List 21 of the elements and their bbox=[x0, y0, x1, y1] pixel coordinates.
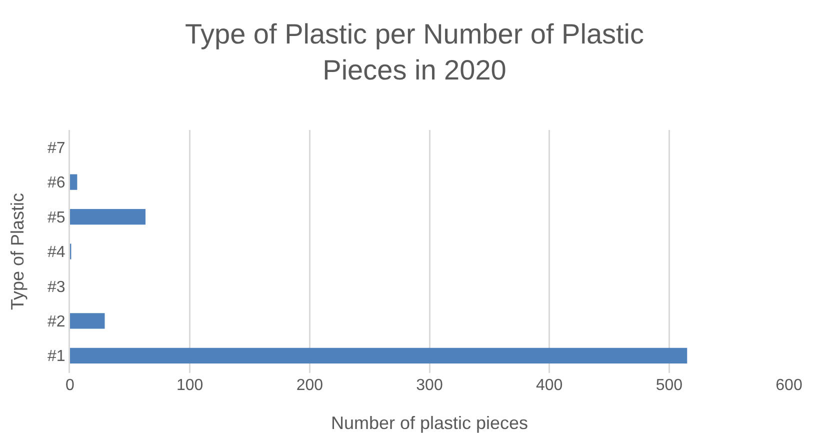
y-tick-label: #1 bbox=[48, 348, 66, 366]
bar bbox=[70, 313, 105, 329]
x-tick-label: 500 bbox=[656, 377, 683, 394]
y-axis-title: Type of Plastic bbox=[8, 192, 28, 310]
x-tick-label: 100 bbox=[176, 377, 204, 394]
bar bbox=[70, 208, 146, 225]
x-axis-title: Number of plastic pieces bbox=[330, 413, 528, 433]
y-tick-label: #5 bbox=[48, 209, 66, 226]
x-tick-label: 200 bbox=[296, 377, 324, 394]
bar bbox=[70, 348, 688, 364]
y-tick-label: #4 bbox=[48, 244, 66, 262]
y-tick-label: #6 bbox=[48, 174, 66, 192]
y-tick-label: #3 bbox=[48, 278, 66, 296]
y-tick-label: #2 bbox=[48, 314, 66, 331]
x-tick-label: 0 bbox=[66, 377, 75, 394]
x-tick-label: 300 bbox=[416, 377, 443, 394]
x-tick-label: 600 bbox=[776, 377, 802, 394]
x-tick-label: 400 bbox=[536, 377, 563, 394]
chart-title: Type of Plastic per Number of Plastic Pieces in 2020 bbox=[184, 18, 644, 86]
y-tick-label: #7 bbox=[48, 140, 66, 157]
bar bbox=[70, 174, 78, 190]
